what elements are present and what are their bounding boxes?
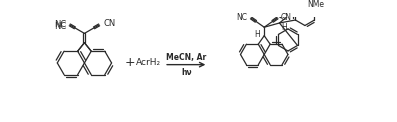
Text: NC: NC: [54, 20, 66, 29]
Text: +: +: [125, 56, 135, 69]
Text: H: H: [281, 23, 287, 32]
Text: CN: CN: [103, 19, 115, 28]
Text: NMe: NMe: [307, 0, 324, 9]
Text: NC: NC: [236, 13, 247, 22]
Text: AcrH₂: AcrH₂: [136, 58, 162, 67]
Text: hν: hν: [181, 68, 191, 77]
Text: H: H: [254, 30, 260, 39]
Text: NC: NC: [54, 22, 67, 31]
Text: MeCN, Ar: MeCN, Ar: [166, 52, 206, 61]
Text: CN: CN: [281, 13, 292, 22]
